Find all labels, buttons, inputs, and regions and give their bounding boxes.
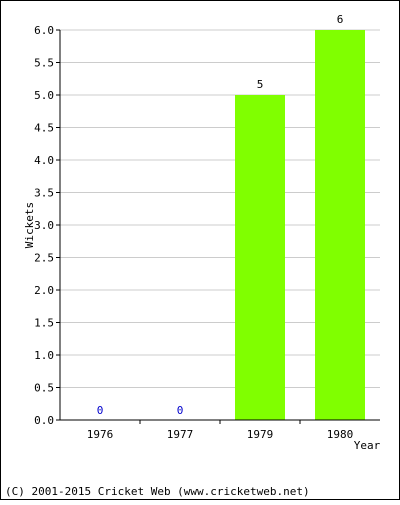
y-tick-labels: 0.0 0.5 1.0 1.5 2.0 2.5 3.0 3.5 4.0 4.5 5.0 5.5 6.0 [34, 24, 60, 427]
data-label: 0 [177, 404, 184, 417]
bars [235, 30, 365, 420]
y-tick-label: 5.0 [34, 89, 54, 102]
x-tick-labels: 1976 1977 1979 1980 [87, 420, 354, 441]
data-label: 5 [257, 78, 264, 91]
data-label: 6 [337, 13, 344, 26]
data-label: 0 [97, 404, 104, 417]
y-tick-label: 3.0 [34, 219, 54, 232]
y-tick-label: 6.0 [34, 24, 54, 37]
x-tick-label: 1977 [167, 428, 194, 441]
bar [235, 95, 285, 420]
x-tick-label: 1980 [327, 428, 354, 441]
y-tick-label: 0.5 [34, 382, 54, 395]
x-tick-label: 1976 [87, 428, 114, 441]
y-tick-label: 5.5 [34, 57, 54, 70]
y-tick-label: 2.5 [34, 252, 54, 265]
footer-copyright: (C) 2001-2015 Cricket Web (www.cricketwe… [5, 485, 310, 498]
y-tick-label: 1.0 [34, 349, 54, 362]
y-axis-label: Wickets [23, 202, 36, 248]
y-tick-label: 0.0 [34, 414, 54, 427]
y-tick-label: 4.0 [34, 154, 54, 167]
y-tick-label: 2.0 [34, 284, 54, 297]
y-tick-label: 3.5 [34, 187, 54, 200]
y-tick-label: 1.5 [34, 317, 54, 330]
y-tick-label: 4.5 [34, 122, 54, 135]
bar [315, 30, 365, 420]
x-axis-label: Year [354, 439, 381, 452]
data-labels: 0 0 5 6 [97, 13, 344, 417]
x-tick-label: 1979 [247, 428, 274, 441]
